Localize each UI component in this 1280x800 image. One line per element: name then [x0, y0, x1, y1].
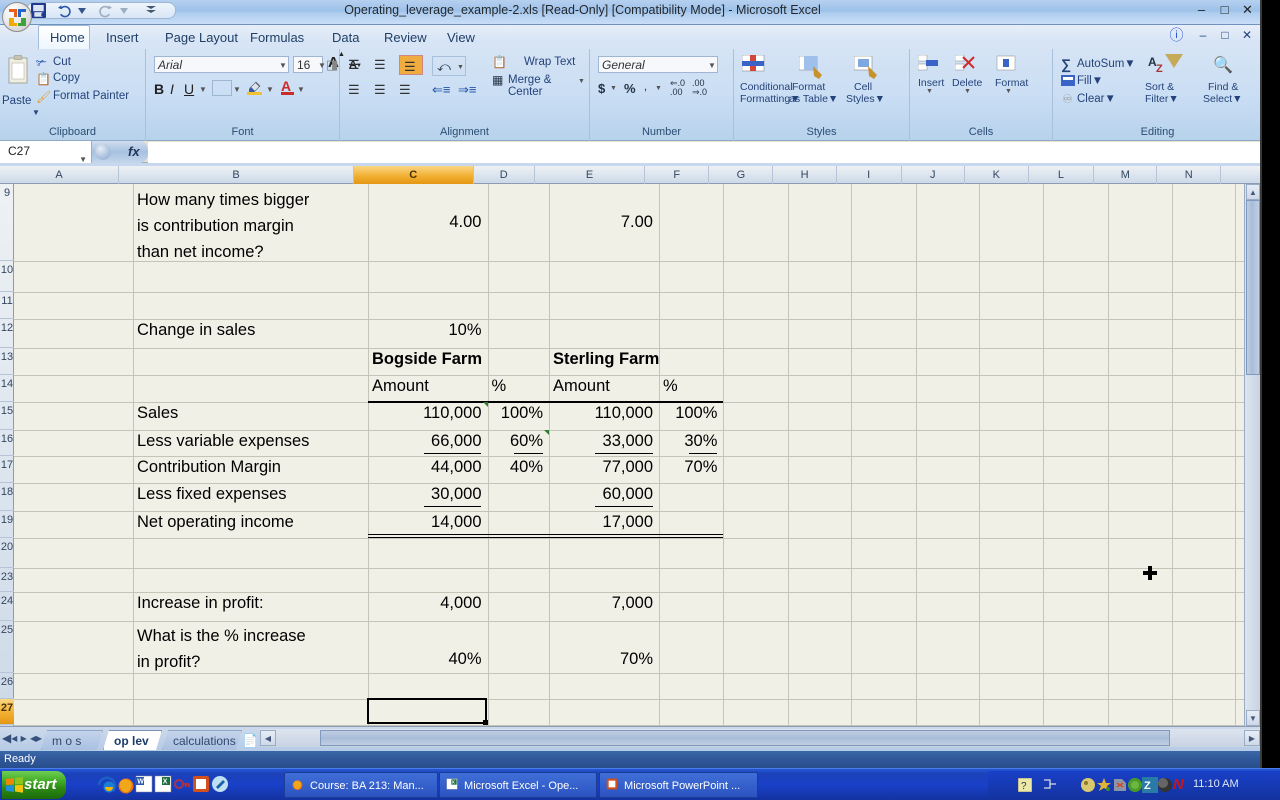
svg-text:?: ?: [1021, 781, 1027, 792]
svg-text:Z: Z: [1144, 780, 1151, 792]
svg-text:X: X: [163, 779, 168, 786]
svg-text:W: W: [137, 779, 144, 786]
